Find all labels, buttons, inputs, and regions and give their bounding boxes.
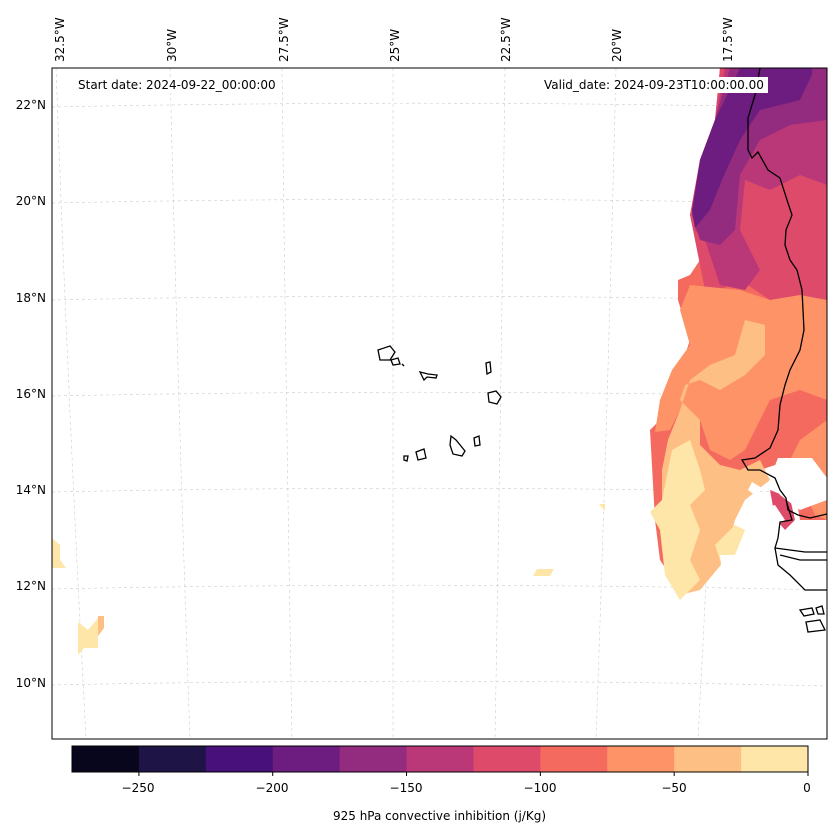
colorbar-tick-label: −150 [389, 781, 423, 795]
contour-band [78, 616, 104, 655]
island-outline [377, 345, 396, 361]
lat-label: 16°N [15, 387, 46, 401]
coastline-segment [779, 554, 827, 561]
colorbar-tick-label: −50 [661, 781, 687, 795]
coastline-segment [774, 547, 827, 591]
valid-date-annotation: Valid_date: 2024-09-23T10:00:00.00 [540, 77, 768, 93]
contour-band [599, 504, 605, 511]
cin-filled-contours [52, 68, 827, 655]
lon-label: 20°W [610, 28, 624, 62]
parallel-gridline [52, 391, 827, 398]
colorbar-segment [607, 746, 675, 772]
colorbar-segment [473, 746, 541, 772]
colorbar-segment [72, 746, 140, 772]
island-outline [815, 605, 825, 615]
lat-label: 22°N [15, 98, 46, 112]
lat-label: 20°N [15, 194, 46, 208]
masked-area [750, 505, 785, 530]
parallel-gridline [52, 102, 827, 109]
coastline-segment [774, 499, 827, 553]
map-frame [51, 67, 828, 740]
contour-band [650, 440, 705, 600]
colorbar-segment [674, 746, 742, 772]
parallel-gridline [52, 680, 827, 687]
colorbar-tick-label: −200 [255, 781, 289, 795]
island-outline [485, 361, 492, 376]
island-outline [415, 448, 427, 461]
meridian-gridline [595, 68, 617, 739]
contour-band [692, 68, 815, 228]
lat-label: 14°N [15, 483, 46, 497]
colorbar-segment [406, 746, 474, 772]
island-outline [449, 434, 466, 457]
colorbar-segment [540, 746, 608, 772]
lat-label: 18°N [15, 291, 46, 305]
parallel-gridline [52, 295, 827, 302]
contour-band [98, 616, 104, 636]
colorbar-segment [138, 746, 207, 772]
parallel-gridline [52, 487, 827, 494]
colorbar-tick-label: −100 [523, 781, 557, 795]
colorbar-segment [205, 746, 274, 772]
meridian-gridline [697, 68, 729, 739]
colorbar [71, 745, 809, 776]
colorbar-label: 925 hPa convective inhibition (j/Kg) [332, 809, 546, 823]
contour-band [812, 68, 827, 105]
lon-label: 25°W [388, 28, 402, 62]
lat-label: 10°N [15, 676, 46, 690]
lon-label: 30°W [165, 28, 179, 62]
lon-label: 27.5°W [277, 17, 291, 62]
island-outline [473, 435, 481, 447]
masked-area [738, 532, 760, 560]
island-outline [805, 619, 826, 633]
masked-area [770, 458, 827, 510]
parallel-gridline [52, 584, 827, 591]
contour-band [533, 569, 554, 576]
lon-label: 22.5°W [499, 17, 513, 62]
coastline [377, 68, 827, 633]
colorbar-tick-label: −250 [121, 781, 155, 795]
start-date-annotation: Start date: 2024-09-22_00:00:00 [74, 77, 280, 93]
masked-area [720, 555, 748, 575]
meridian-gridline [169, 68, 191, 739]
island-outline [487, 390, 502, 405]
lon-label: 17.5°W [721, 17, 735, 62]
masked-area [748, 482, 762, 496]
colorbar-tick-label: 0 [803, 781, 811, 795]
island-outline [418, 371, 438, 382]
colorbar-segment [272, 746, 341, 772]
coastline-segment [740, 68, 827, 519]
island-outline [390, 357, 401, 366]
island-outline [403, 455, 409, 462]
island-outline [401, 363, 405, 367]
island-outline [798, 607, 815, 617]
lat-label: 12°N [15, 579, 46, 593]
lon-label: 32.5°W [53, 17, 67, 62]
contour-band [52, 538, 66, 568]
colorbar-segment [741, 746, 809, 772]
parallel-gridline [52, 198, 827, 205]
colorbar-segment [339, 746, 408, 772]
contour-band [715, 525, 745, 560]
colorbar-frame [71, 745, 809, 773]
